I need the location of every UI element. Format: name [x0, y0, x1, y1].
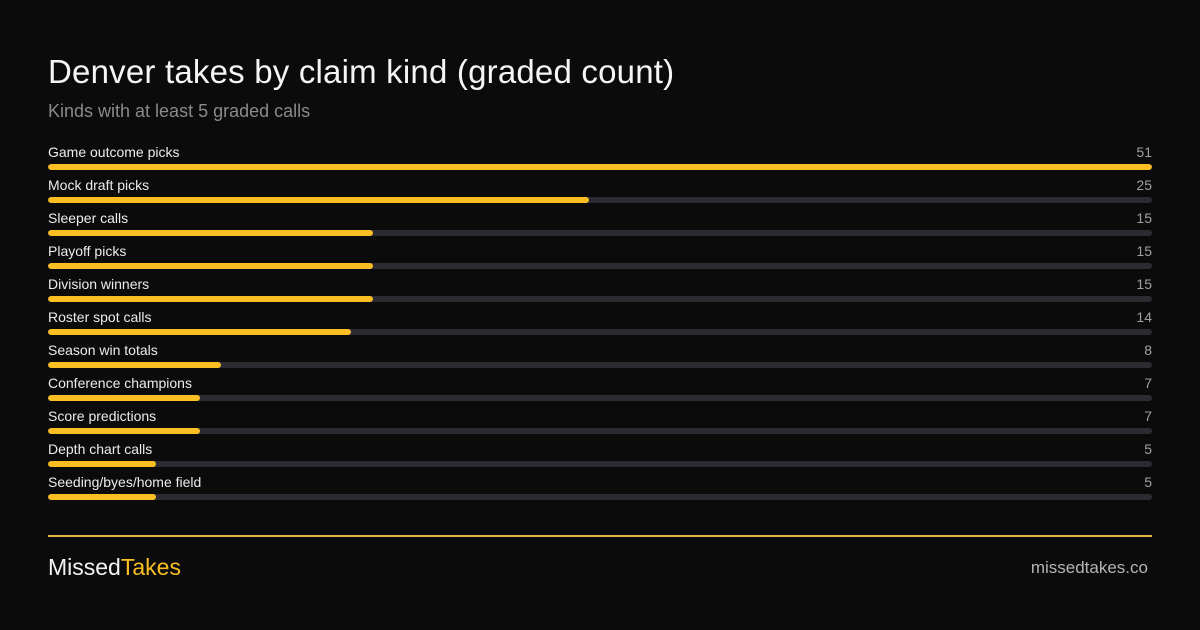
bar-value-label: 25 [1136, 177, 1152, 193]
bar-chart: Game outcome picks 51 Mock draft picks 25 Sl… [48, 140, 1152, 503]
bar-label: Division winners [48, 276, 150, 292]
bar [48, 461, 157, 467]
bar [48, 296, 373, 302]
bar-value-label: 8 [1144, 342, 1152, 358]
bar-track [48, 230, 1152, 236]
bar-row: Mock draft picks 25 [48, 173, 1152, 206]
bar-label: Depth chart calls [48, 441, 153, 457]
bar-row: Conference champions 7 [48, 371, 1152, 404]
bar-row: Depth chart calls 5 [48, 437, 1152, 470]
bar-value-label: 7 [1144, 375, 1152, 391]
bar-track [48, 197, 1152, 203]
bar-value-label: 14 [1136, 309, 1152, 325]
bar-track [48, 263, 1152, 269]
chart-subtitle: Kinds with at least 5 graded calls [48, 101, 311, 121]
bar-track [48, 395, 1152, 401]
bar-value-label: 51 [1136, 144, 1152, 160]
bar-label: Sleeper calls [48, 210, 129, 226]
bar-value-label: 15 [1136, 210, 1152, 226]
footer-divider [48, 535, 1152, 537]
bar-row: Seeding/byes/home field 5 [48, 470, 1152, 503]
bar-row: Sleeper calls 15 [48, 206, 1152, 239]
bar-track [48, 494, 1152, 500]
bar-row: Score predictions 7 [48, 404, 1152, 437]
bar-label: Roster spot calls [48, 309, 152, 325]
bar-label: Score predictions [48, 408, 157, 424]
brand-logo: MissedTakes [48, 553, 181, 581]
bar [48, 494, 157, 500]
bar [48, 395, 200, 401]
bar-label: Mock draft picks [48, 177, 150, 193]
bar-value-label: 5 [1144, 441, 1152, 457]
bar-label: Seeding/byes/home field [48, 474, 202, 490]
bar-row: Season win totals 8 [48, 338, 1152, 371]
bar [48, 428, 200, 434]
bar-label: Season win totals [48, 342, 158, 358]
bar-track [48, 329, 1152, 335]
bar-label: Playoff picks [48, 243, 127, 259]
bar [48, 362, 222, 368]
bar-track [48, 296, 1152, 302]
bar-row: Roster spot calls 14 [48, 305, 1152, 338]
bar-value-label: 15 [1136, 243, 1152, 259]
bar-track [48, 428, 1152, 434]
bar [48, 197, 590, 203]
bar-value-label: 15 [1136, 276, 1152, 292]
bar-track [48, 164, 1152, 170]
bar-track [48, 362, 1152, 368]
bar-label: Game outcome picks [48, 144, 180, 160]
bar [48, 230, 373, 236]
chart-title: Denver takes by claim kind (graded count… [48, 53, 675, 90]
bar [48, 164, 1152, 170]
bar-row: Division winners 15 [48, 272, 1152, 305]
bar [48, 263, 373, 269]
bar [48, 329, 352, 335]
brand-logo-part2: Takes [120, 554, 181, 580]
bar-row: Playoff picks 15 [48, 239, 1152, 272]
brand-logo-part1: Missed [48, 554, 121, 580]
bar-label: Conference champions [48, 375, 192, 391]
bar-track [48, 461, 1152, 467]
bar-row: Game outcome picks 51 [48, 140, 1152, 173]
bar-value-label: 5 [1144, 474, 1152, 490]
bar-value-label: 7 [1144, 408, 1152, 424]
site-url: missedtakes.co [1030, 558, 1148, 577]
